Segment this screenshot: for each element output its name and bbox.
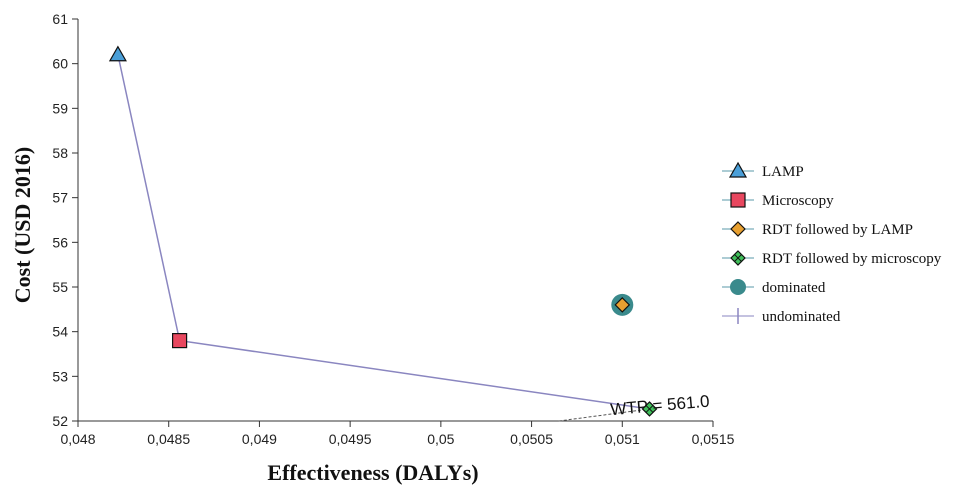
x-tick-label: 0,0505 xyxy=(510,431,553,447)
y-tick-label: 52 xyxy=(52,413,68,429)
legend-item: RDT followed by microscopy xyxy=(722,250,942,267)
y-tick-label: 55 xyxy=(52,279,68,295)
point-microscopy xyxy=(172,333,188,349)
x-tick-label: 0,049 xyxy=(242,431,277,447)
axes xyxy=(77,19,713,422)
legend-item: LAMP xyxy=(722,161,804,180)
point-lamp xyxy=(108,45,127,62)
x-tick-label: 0,0495 xyxy=(329,431,372,447)
legend-item: undominated xyxy=(722,308,841,325)
legend-item: Microscopy xyxy=(722,192,834,209)
legend-label: RDT followed by microscopy xyxy=(762,251,942,267)
x-tick-label: 0,05 xyxy=(427,431,454,447)
x-tick-label: 0,0485 xyxy=(147,431,190,447)
wtp-annotation: WTP = 561.0 xyxy=(610,392,711,420)
legend-marker xyxy=(730,279,746,295)
legend-label: RDT followed by LAMP xyxy=(762,222,913,238)
y-tick-label: 58 xyxy=(52,145,68,161)
legend-marker xyxy=(728,161,748,178)
y-tick-label: 61 xyxy=(52,11,68,27)
y-tick-label: 53 xyxy=(52,368,68,384)
y-axis-title: Cost (USD 2016) xyxy=(10,147,35,303)
x-tick-label: 0,0515 xyxy=(692,431,735,447)
frontier-group xyxy=(117,54,650,410)
x-ticks: 0,048 0,0485 0,049 0,0495 0,05 0,0505 0,051 0,0… xyxy=(60,421,735,447)
point-rdt-followed-by-lamp xyxy=(614,297,631,313)
legend-marker xyxy=(730,250,746,266)
legend-label: undominated xyxy=(762,309,841,325)
legend-item: dominated xyxy=(722,279,826,296)
x-tick-label: 0,051 xyxy=(605,431,640,447)
legend-label: dominated xyxy=(762,280,826,296)
legend: LAMP Microscopy RDT followed by LAMP RDT fo… xyxy=(722,161,942,325)
legend-label: LAMP xyxy=(762,164,804,180)
point-rdt-followed-by-microscopy xyxy=(641,401,658,417)
y-tick-label: 59 xyxy=(52,100,68,116)
y-tick-label: 60 xyxy=(52,56,68,72)
legend-marker xyxy=(730,192,746,208)
x-axis-title: Effectiveness (DALYs) xyxy=(267,460,478,485)
y-tick-label: 56 xyxy=(52,234,68,250)
legend-marker xyxy=(730,221,746,237)
y-ticks: 52 53 54 55 56 57 58 59 60 61 xyxy=(52,11,78,429)
legend-label: Microscopy xyxy=(762,193,834,209)
y-tick-label: 54 xyxy=(52,324,68,340)
wtp-threshold-line xyxy=(558,408,650,422)
wtp-group xyxy=(558,408,650,422)
x-tick-label: 0,048 xyxy=(60,431,95,447)
points-group xyxy=(108,45,658,417)
undominated-frontier-line xyxy=(117,54,650,410)
legend-item: RDT followed by LAMP xyxy=(722,221,913,238)
y-tick-label: 57 xyxy=(52,190,68,206)
